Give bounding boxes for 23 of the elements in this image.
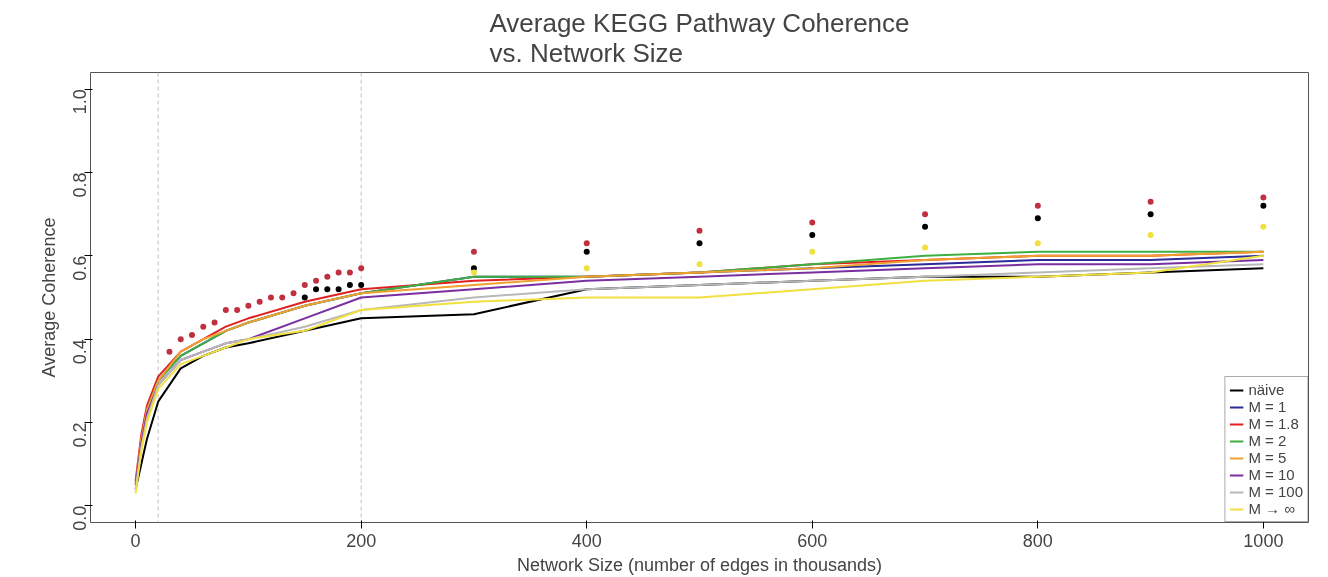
x-tick-label: 200	[346, 530, 377, 551]
y-tick-label: 0.8	[70, 172, 90, 198]
x-tick-label: 400	[571, 530, 602, 551]
x-tick-label: 1000	[1243, 530, 1284, 551]
legend-label: M = 1.8	[1248, 415, 1299, 432]
y-tick-label: 0.2	[70, 422, 90, 448]
legend-label: M = 5	[1248, 449, 1287, 466]
y-tick-label: 0.0	[70, 505, 90, 531]
legend-label: näive	[1248, 381, 1285, 398]
legend-label: M = 10	[1248, 466, 1295, 483]
x-tick-label: 0	[130, 530, 141, 551]
x-tick-label: 800	[1022, 530, 1053, 551]
legend-label: M = 1	[1248, 398, 1287, 415]
chart-title: Average KEGG Pathway Coherence vs. Network Size	[489, 7, 910, 68]
legend-label: M → ∞	[1248, 500, 1295, 517]
legend-label: M = 100	[1248, 483, 1303, 500]
y-tick-label: 0.4	[70, 339, 90, 365]
y-tick-label: 1.0	[70, 89, 90, 115]
legend-label: M = 2	[1248, 432, 1287, 449]
y-tick-label: 0.6	[70, 255, 90, 281]
x-axis-title: Network Size (number of edges in thousands)	[516, 554, 883, 575]
y-axis-title: Average Coherence	[38, 217, 59, 378]
x-tick-label: 600	[797, 530, 828, 551]
